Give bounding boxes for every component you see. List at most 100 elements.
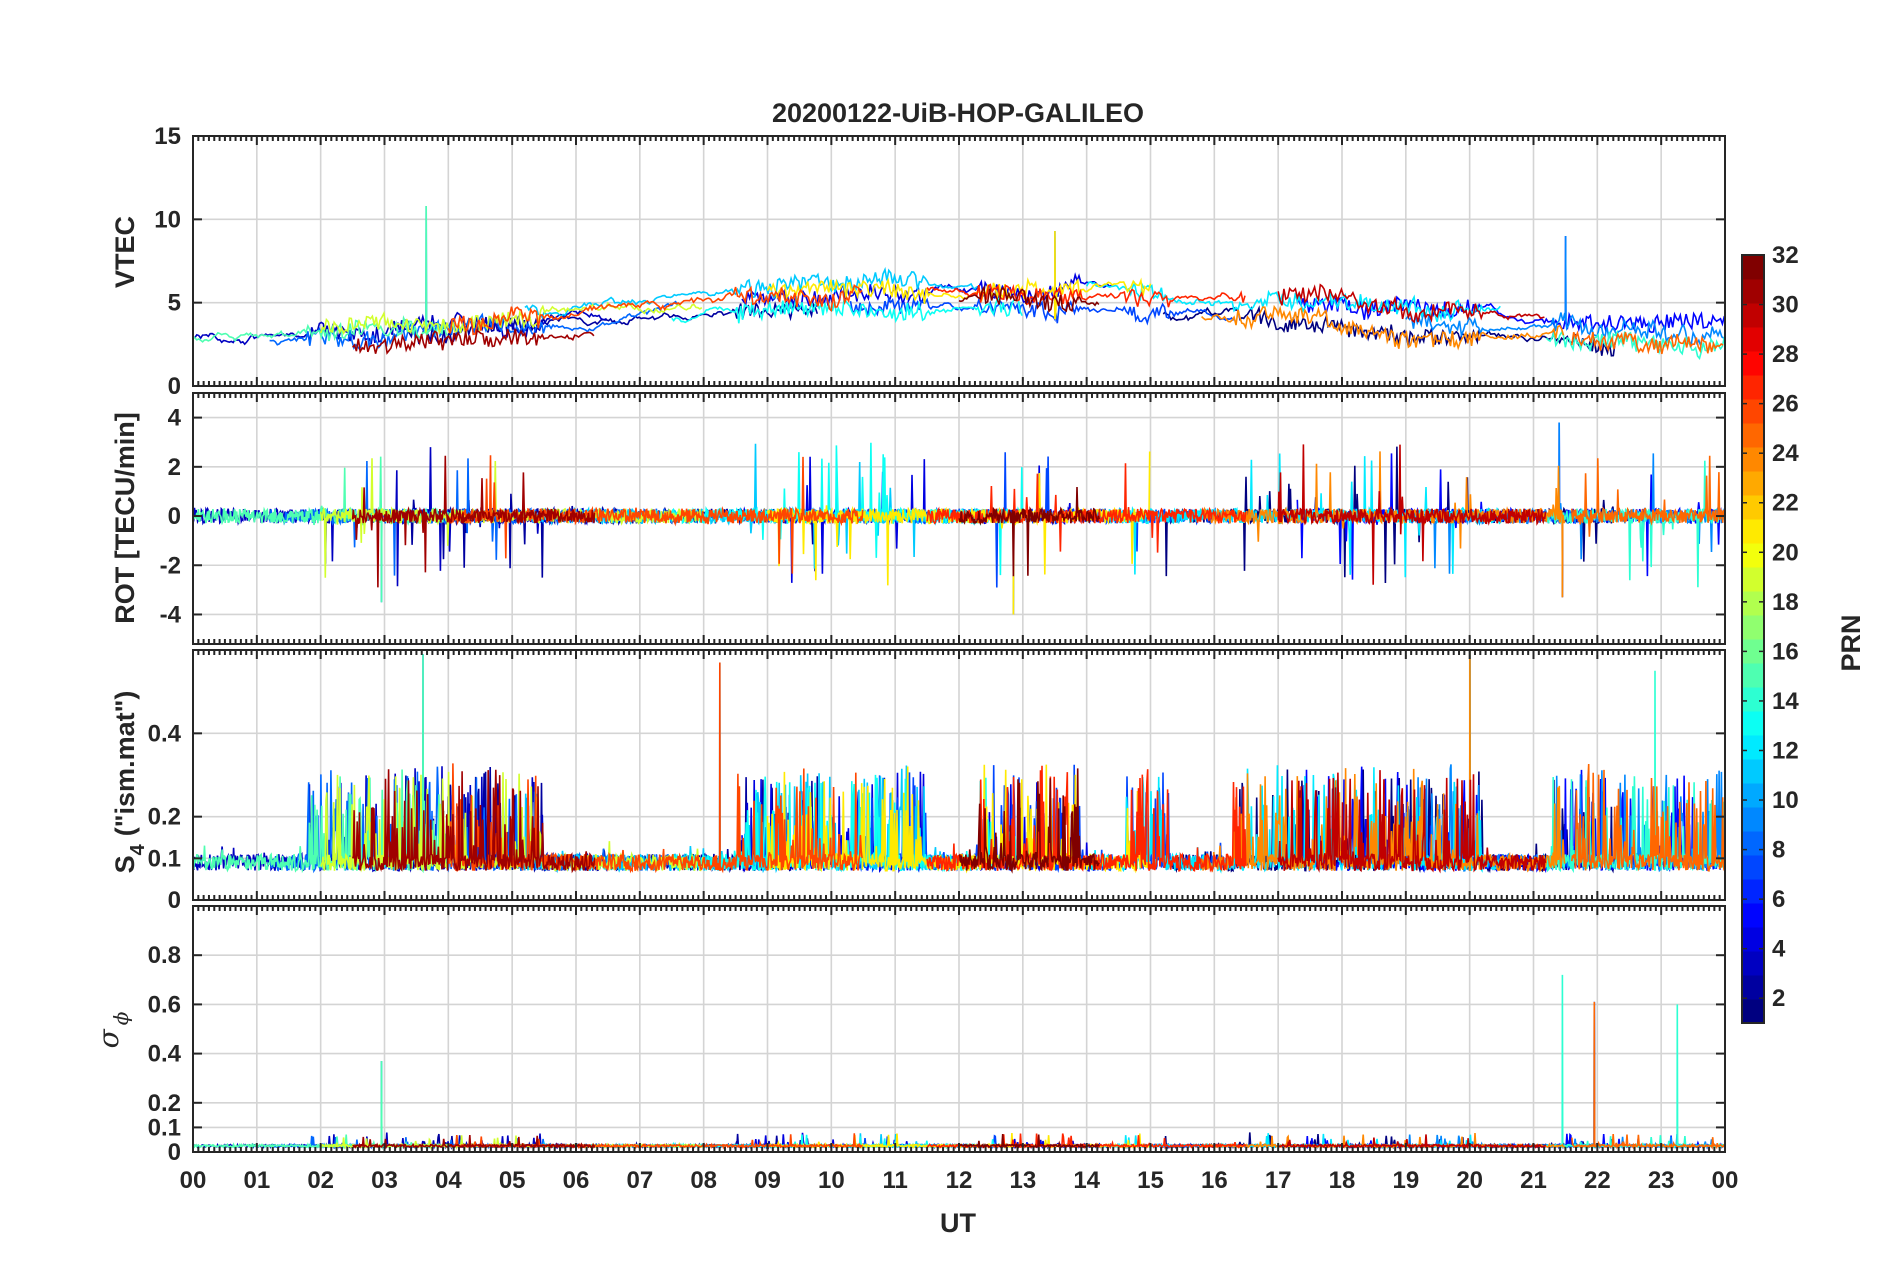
xtick-label: 06 xyxy=(563,1167,590,1194)
colorbar-segment xyxy=(1742,807,1764,832)
colorbar-segment xyxy=(1742,567,1764,592)
ytick-label-vtec: 10 xyxy=(154,206,181,233)
xtick-label: 01 xyxy=(243,1167,270,1194)
trace-prn-33 xyxy=(958,1133,1100,1150)
colorbar-tick-label: 32 xyxy=(1772,242,1799,269)
xtick-label: 21 xyxy=(1520,1167,1547,1194)
colorbar-segment xyxy=(1742,495,1764,520)
xtick-label: 00 xyxy=(1712,1167,1739,1194)
ticks-s4 xyxy=(192,650,1726,901)
ytick-label-sigma_phi: 0.1 xyxy=(148,1114,181,1141)
xtick-label: 09 xyxy=(754,1167,781,1194)
ytick-label-s4: 0 xyxy=(168,887,181,914)
colorbar-segment xyxy=(1742,951,1764,976)
ytick-label-rot: -2 xyxy=(160,552,181,579)
colorbar-tick-label: 10 xyxy=(1772,787,1799,814)
trace-prn-14 xyxy=(1545,329,1725,360)
colorbar-segment xyxy=(1742,855,1764,880)
xtick-label: 04 xyxy=(435,1167,462,1194)
colorbar-frame xyxy=(1741,254,1765,1024)
colorbar-tick-label: 16 xyxy=(1772,638,1799,665)
s4-ylabel-suffix: ("ism.mat") xyxy=(110,691,140,837)
sigma-ylabel-sub: ϕ xyxy=(109,1011,133,1025)
ytick-label-vtec: 15 xyxy=(154,123,181,150)
colorbar-segment xyxy=(1742,327,1764,352)
ytick-label-rot: -4 xyxy=(160,601,182,628)
panel-vtec: 0 5 10 15 xyxy=(154,123,1726,400)
colorbar-segment xyxy=(1742,831,1764,856)
trace-prn-7 xyxy=(849,230,1235,326)
ytick-label-s4: 0.4 xyxy=(148,720,182,747)
trace-prn-21 xyxy=(766,230,1152,320)
traces-rot xyxy=(193,422,1725,615)
trace-prn-33 xyxy=(958,486,1100,577)
xtick-label: 19 xyxy=(1392,1167,1419,1194)
colorbar-segment xyxy=(1742,615,1764,640)
xtick-label: 20 xyxy=(1456,1167,1483,1194)
xtick-label: 15 xyxy=(1137,1167,1164,1194)
xtick-label: 03 xyxy=(371,1167,398,1194)
colorbar-segment xyxy=(1742,423,1764,448)
colorbar-segment xyxy=(1742,519,1764,544)
colorbar-tick-label: 30 xyxy=(1772,292,1799,319)
colorbar-segment xyxy=(1742,879,1764,904)
x-axis-label: UT xyxy=(940,1208,976,1238)
xtick-label: 12 xyxy=(946,1167,973,1194)
colorbar-segment xyxy=(1742,303,1764,328)
xtick-label: 18 xyxy=(1329,1167,1356,1194)
colorbar-segment xyxy=(1742,735,1764,760)
colorbar-segment xyxy=(1742,543,1764,568)
colorbar-segment xyxy=(1742,903,1764,928)
xtick-label: 11 xyxy=(882,1167,907,1194)
colorbar-segment xyxy=(1742,975,1764,1000)
ytick-label-rot: 0 xyxy=(168,503,181,530)
s4-ylabel-sub: 4 xyxy=(127,843,149,855)
svg-text:σϕ: σϕ xyxy=(92,1011,133,1048)
s4-ylabel-main: S xyxy=(110,855,140,873)
ytick-label-sigma_phi: 0.6 xyxy=(148,991,181,1018)
ticks-sigma_phi xyxy=(192,906,1726,1153)
colorbar-tick-label: 24 xyxy=(1772,440,1799,467)
colorbar-segment xyxy=(1742,927,1764,952)
sigma-ylabel-symbol: σ xyxy=(92,1028,125,1048)
panel-sigma-phi: 00.10.2 0.4 0.6 0.8 00 01 02 03 04 05 06 07 08 09 10 11… xyxy=(148,905,1739,1194)
colorbar-tick-label: 18 xyxy=(1772,589,1799,616)
vtec-ylabel: VTEC xyxy=(110,216,140,288)
colorbar-tick-label: 2 xyxy=(1772,985,1785,1012)
colorbar-tick-label: 8 xyxy=(1772,837,1785,864)
trace-prn-30 xyxy=(1277,770,1547,874)
colorbar-segment xyxy=(1742,711,1764,736)
trace-prn-5 xyxy=(1296,235,1725,334)
ytick-label-sigma_phi: 0.2 xyxy=(148,1090,181,1117)
xtick-label: 17 xyxy=(1265,1167,1292,1194)
panel-s4: 0 0.1 0.2 0.4 xyxy=(148,649,1726,914)
ytick-label-sigma_phi: 0.4 xyxy=(148,1041,182,1068)
xtick-label: 22 xyxy=(1584,1167,1611,1194)
trace-prn-31 xyxy=(351,769,596,874)
colorbar-tick-label: 20 xyxy=(1772,539,1799,566)
trace-prn-25 xyxy=(1571,330,1724,355)
trace-prn-25 xyxy=(1571,1001,1725,1150)
colorbar-tick-label: 26 xyxy=(1772,391,1799,418)
colorbar-tick-label: 6 xyxy=(1772,886,1785,913)
colorbar-segment xyxy=(1742,399,1764,424)
ytick-label-sigma_phi: 0.8 xyxy=(148,942,181,969)
trace-prn-31 xyxy=(351,455,596,588)
xtick-label: 00 xyxy=(180,1167,207,1194)
colorbar-segment xyxy=(1742,759,1764,784)
colorbar-segment xyxy=(1742,639,1764,664)
colorbar-tick-label: 28 xyxy=(1772,341,1799,368)
colorbar-segment xyxy=(1742,375,1764,400)
xtick-label: 05 xyxy=(499,1167,526,1194)
trace-prn-24 xyxy=(1201,304,1565,351)
colorbar-segment xyxy=(1742,783,1764,808)
xtick-label: 10 xyxy=(818,1167,845,1194)
ticks-vtec xyxy=(192,135,1726,387)
traces-vtec xyxy=(193,205,1725,360)
xtick-label: 07 xyxy=(626,1167,653,1194)
ytick-label-vtec: 5 xyxy=(168,290,181,317)
trace-prn-26 xyxy=(447,284,863,336)
trace-prn-13 xyxy=(671,297,1023,324)
